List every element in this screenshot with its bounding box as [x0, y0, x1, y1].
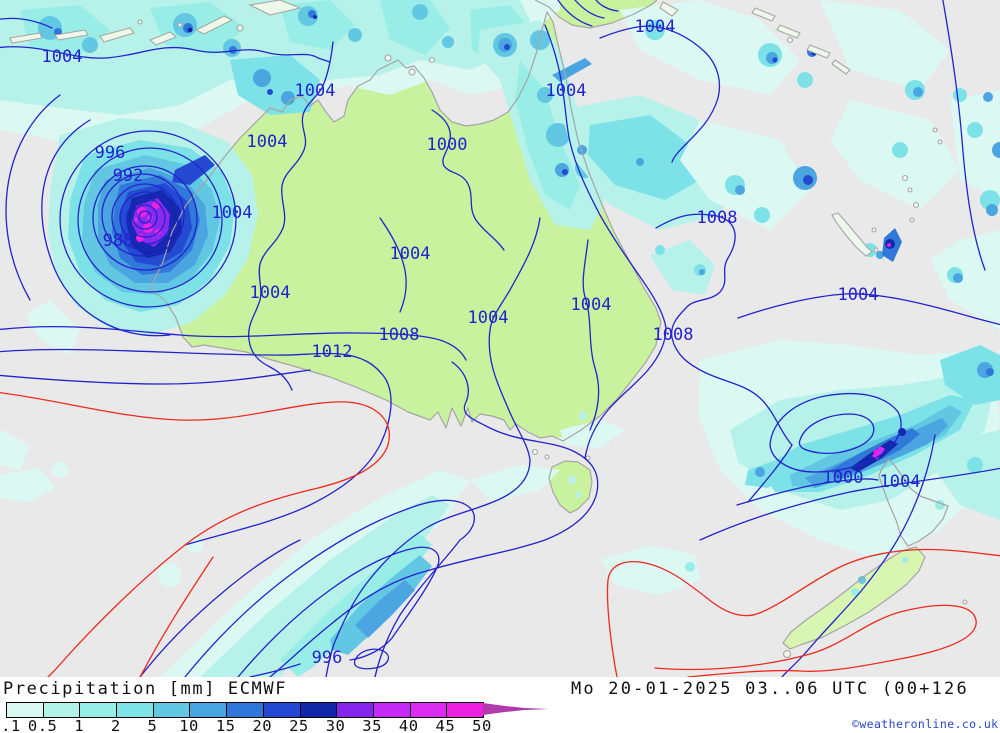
colorbar-cell — [190, 703, 228, 717]
copyright-link[interactable]: ©weatheronline.co.uk — [852, 717, 999, 731]
isobar-label: 1004 — [468, 308, 509, 328]
scale-label: 20 — [252, 717, 273, 733]
isobar-label: 1004 — [546, 81, 587, 101]
isobar-label: 988 — [103, 231, 134, 251]
colorbar-cell — [300, 703, 338, 717]
scale-label: 30 — [325, 717, 346, 733]
legend-bar: Precipitation [mm] ECMWF Mo 20-01-2025 0… — [0, 677, 1000, 733]
scale-label: 25 — [289, 717, 309, 733]
isobar-label: 1004 — [880, 472, 921, 492]
isobar-label: 1008 — [653, 325, 694, 345]
colorbar-cell — [117, 703, 154, 717]
isobar-label: 1012 — [312, 342, 353, 362]
isobar-label: 1000 — [427, 135, 468, 155]
scale-label: 50 — [472, 717, 492, 733]
isobar-label: 992 — [113, 166, 144, 186]
scale-label: 5 — [147, 717, 158, 733]
scale-label: 0.1 — [0, 717, 21, 733]
isobar-label: 1008 — [697, 208, 738, 228]
isobar-layer — [0, 0, 1000, 677]
colorbar-cell — [410, 703, 448, 717]
scale-label: 10 — [179, 717, 199, 733]
scale-label: 35 — [362, 717, 382, 733]
scale-label: 0.5 — [27, 717, 58, 733]
isobar-label: 1004 — [295, 81, 336, 101]
isobar-label: 1004 — [571, 295, 612, 315]
isobar-label: 1004 — [250, 283, 291, 303]
colorbar-cell — [447, 703, 483, 717]
isobar-label: 1004 — [42, 47, 83, 67]
isobar-label: 1004 — [390, 244, 431, 264]
weather-map: 1004 1004 1004 996 992 988 1004 1000 1004 1004 100… — [0, 0, 1000, 677]
scale-label: 1 — [74, 717, 85, 733]
legend-title: Precipitation [mm] ECMWF — [3, 679, 288, 699]
isobar-label: 1000 — [823, 468, 864, 488]
colorbar-cell — [43, 703, 81, 717]
isobar-labels: 1004 1004 1004 996 992 988 1004 1000 1004 1004 100… — [42, 17, 921, 668]
precipitation-colorbar — [6, 702, 484, 718]
isobar-label: 1004 — [212, 203, 253, 223]
isobar-label: 1008 — [379, 325, 420, 345]
colorbar-cell — [263, 703, 301, 717]
coastline-layer — [9, 0, 968, 659]
colorbar-cell — [337, 703, 374, 717]
scale-label: 15 — [215, 717, 236, 733]
isobar-label: 1004 — [635, 17, 676, 37]
precipitation-layer — [0, 0, 1000, 677]
isobar-label: 1004 — [247, 132, 288, 152]
scale-label: 45 — [435, 717, 456, 733]
scale-label: 40 — [398, 717, 419, 733]
colorbar-cell — [7, 703, 44, 717]
colorbar-cell — [153, 703, 191, 717]
isobar-label: 996 — [95, 143, 126, 163]
scale-label: 2 — [110, 717, 121, 733]
isobar-label: 996 — [312, 648, 343, 668]
map-canvas: 1004 1004 1004 996 992 988 1004 1000 1004 1004 100… — [0, 0, 1000, 677]
colorbar-cell — [227, 703, 264, 717]
colorbar-overflow-arrow — [483, 703, 549, 715]
warm-front-layer — [0, 392, 1000, 677]
colorbar-cell — [373, 703, 411, 717]
isobar-label: 1004 — [838, 285, 879, 305]
colorbar-cell — [80, 703, 118, 717]
forecast-datetime: Mo 20-01-2025 03..06 UTC (00+126 — [571, 679, 969, 699]
